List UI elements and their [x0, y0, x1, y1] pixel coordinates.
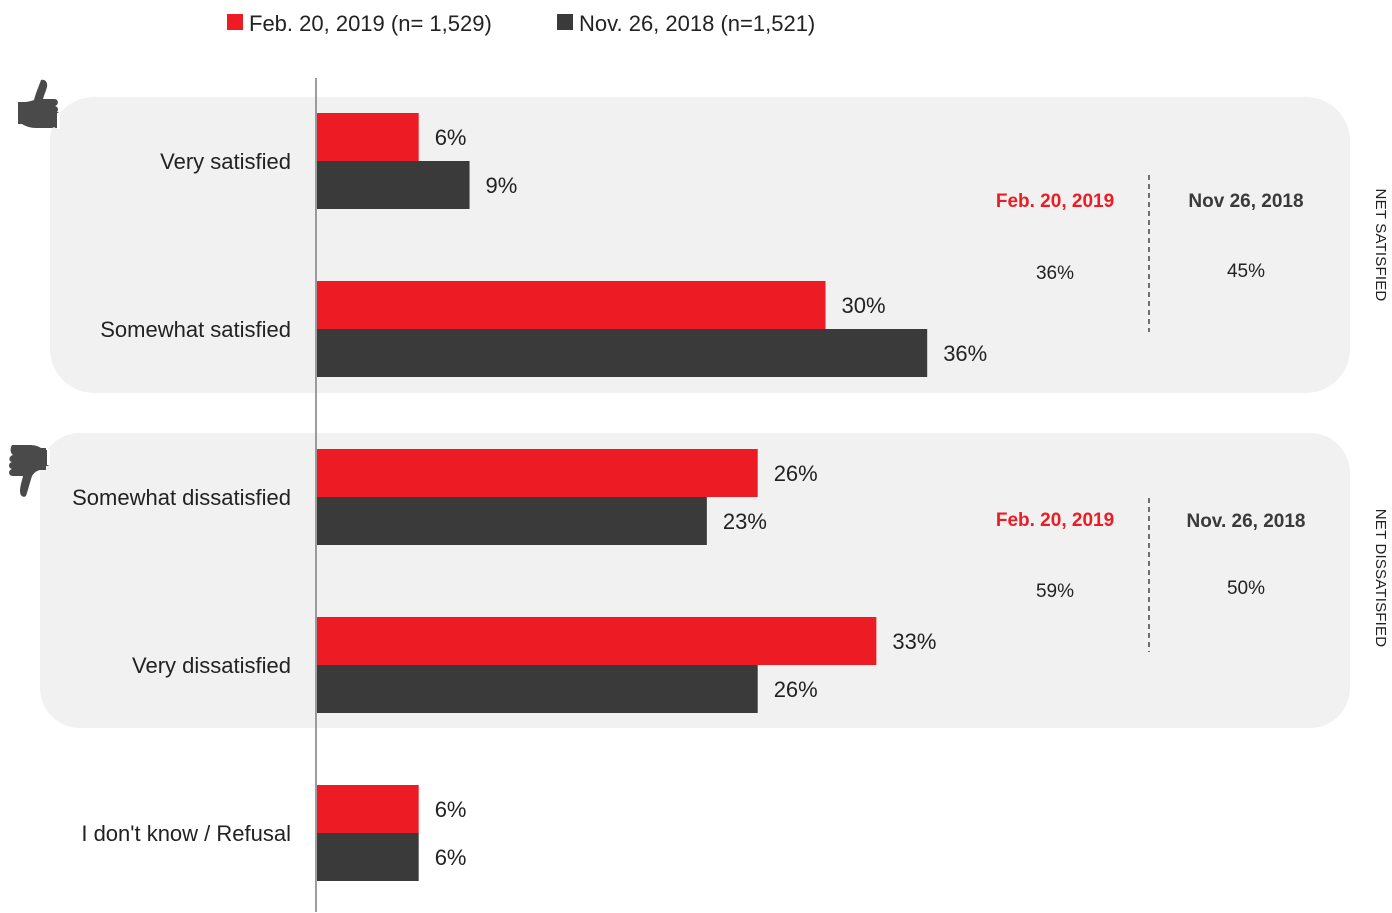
- legend-swatch-nov: [557, 14, 573, 30]
- bar-i-don-t-know-refusal-nov-2018: [317, 833, 419, 881]
- legend-label-nov: Nov. 26, 2018 (n=1,521): [579, 11, 815, 36]
- net-dissatisfied-value-feb: 59%: [1036, 581, 1074, 602]
- net-satisfied-value-feb: 36%: [1036, 263, 1074, 284]
- net-satisfied-summary: Feb. 20, 2019 Nov 26, 2018 36% 45%: [996, 175, 1304, 332]
- net-dissatisfied-value-nov: 50%: [1227, 578, 1265, 599]
- bar-very-dissatisfied-feb-2019: [317, 617, 877, 665]
- value-label-i-don-t-know-refusal-nov-2018: 6%: [435, 845, 467, 870]
- net-dissatisfied-side-label: NET DISSATISFIED: [1372, 509, 1389, 648]
- bar-somewhat-dissatisfied-nov-2018: [317, 497, 707, 545]
- value-label-somewhat-dissatisfied-feb-2019: 26%: [774, 461, 818, 486]
- value-label-somewhat-dissatisfied-nov-2018: 23%: [723, 509, 767, 534]
- legend-swatch-feb: [227, 14, 243, 30]
- net-dissatisfied-summary: Feb. 20, 2019 Nov. 26, 2018 59% 50%: [996, 498, 1306, 652]
- bar-somewhat-dissatisfied-feb-2019: [317, 449, 758, 497]
- thumbs-up-icon: [18, 79, 60, 129]
- net-satisfied-head-feb: Feb. 20, 2019: [996, 191, 1114, 212]
- thumbs-down-icon: [9, 445, 50, 497]
- net-satisfied-value-nov: 45%: [1227, 261, 1265, 282]
- category-label-somewhat-satisfied: Somewhat satisfied: [100, 317, 291, 342]
- category-label-very-dissatisfied: Very dissatisfied: [132, 653, 291, 678]
- net-dissatisfied-head-feb: Feb. 20, 2019: [996, 510, 1114, 531]
- value-label-very-dissatisfied-feb-2019: 33%: [892, 629, 936, 654]
- bar-somewhat-satisfied-feb-2019: [317, 281, 826, 329]
- category-label-somewhat-dissatisfied: Somewhat dissatisfied: [72, 485, 291, 510]
- value-label-somewhat-satisfied-feb-2019: 30%: [842, 293, 886, 318]
- value-label-i-don-t-know-refusal-feb-2019: 6%: [435, 797, 467, 822]
- bar-very-satisfied-nov-2018: [317, 161, 470, 209]
- bar-very-satisfied-feb-2019: [317, 113, 419, 161]
- bar-very-dissatisfied-nov-2018: [317, 665, 758, 713]
- value-label-somewhat-satisfied-nov-2018: 36%: [943, 341, 987, 366]
- net-dissatisfied-head-nov: Nov. 26, 2018: [1186, 511, 1305, 532]
- category-label-i-don-t-know-refusal: I don't know / Refusal: [81, 821, 291, 846]
- net-satisfied-side-label: NET SATISFIED: [1372, 189, 1389, 302]
- bar-i-don-t-know-refusal-feb-2019: [317, 785, 419, 833]
- legend: Feb. 20, 2019 (n= 1,529) Nov. 26, 2018 (…: [227, 11, 815, 36]
- category-labels: Very satisfied Somewhat satisfied Somewhat…: [72, 149, 291, 846]
- bars-layer: 6% 9% 30% 36% 26% 23% 33% 26% 6% 6%: [317, 113, 987, 881]
- value-label-very-dissatisfied-nov-2018: 26%: [774, 677, 818, 702]
- value-label-very-satisfied-feb-2019: 6%: [435, 125, 467, 150]
- legend-label-feb: Feb. 20, 2019 (n= 1,529): [249, 11, 492, 36]
- net-satisfied-head-nov: Nov 26, 2018: [1188, 191, 1303, 212]
- value-label-very-satisfied-nov-2018: 9%: [486, 173, 518, 198]
- bar-somewhat-satisfied-nov-2018: [317, 329, 928, 377]
- category-label-very-satisfied: Very satisfied: [160, 149, 291, 174]
